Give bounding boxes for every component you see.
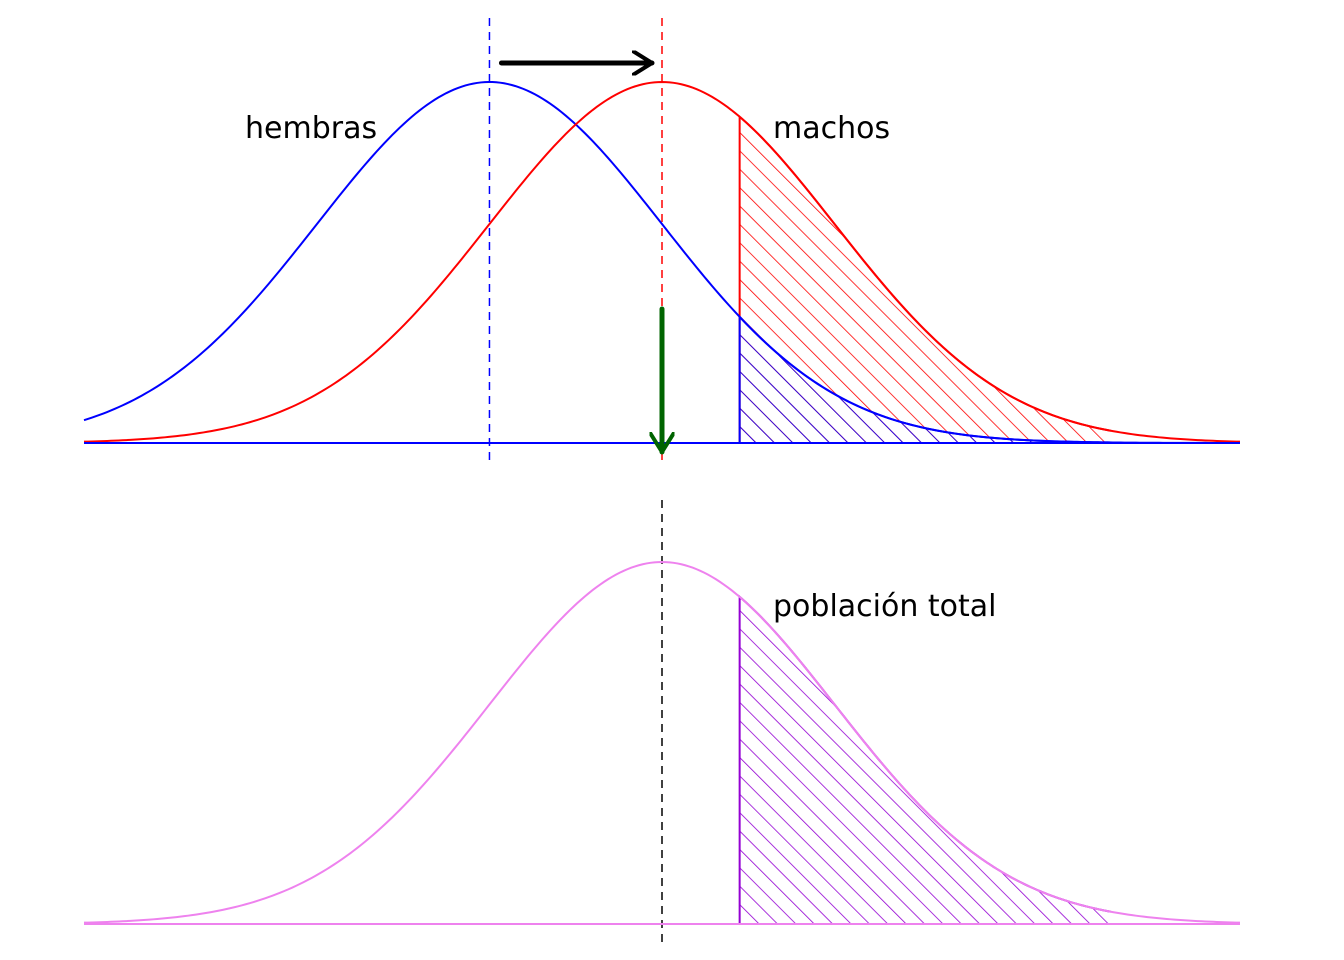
label-total: población total xyxy=(773,589,997,624)
top-panel: hembras machos xyxy=(83,18,1241,462)
male-tail-shade xyxy=(739,116,1111,443)
total-density-curve xyxy=(83,560,1241,924)
label-females: hembras xyxy=(245,111,377,146)
female-tail-shade xyxy=(739,316,1111,443)
male-density-curve xyxy=(83,80,1241,443)
label-males: machos xyxy=(773,111,890,146)
bottom-panel: población total xyxy=(83,500,1241,942)
female-density-curve xyxy=(83,80,1240,444)
total-tail-shade xyxy=(739,596,1111,924)
